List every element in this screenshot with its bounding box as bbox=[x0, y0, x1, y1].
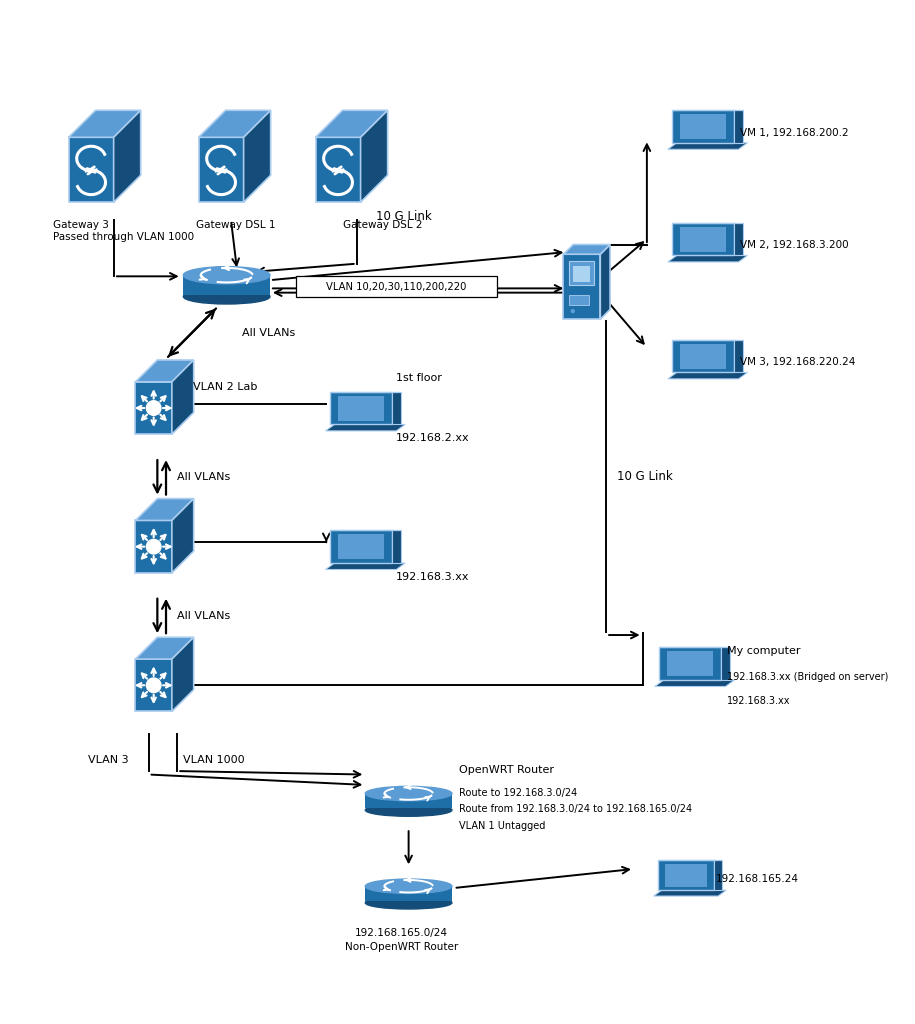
Text: 192.168.3.xx (Bridged on server): 192.168.3.xx (Bridged on server) bbox=[727, 672, 888, 682]
Polygon shape bbox=[573, 265, 590, 282]
Polygon shape bbox=[673, 110, 734, 143]
Ellipse shape bbox=[365, 804, 452, 816]
Polygon shape bbox=[673, 340, 734, 373]
Polygon shape bbox=[564, 254, 600, 319]
Polygon shape bbox=[172, 360, 194, 434]
Text: VM 2, 192.168.3.200: VM 2, 192.168.3.200 bbox=[739, 241, 848, 250]
Ellipse shape bbox=[365, 879, 452, 893]
Polygon shape bbox=[667, 651, 713, 676]
Polygon shape bbox=[655, 680, 735, 686]
Polygon shape bbox=[734, 110, 743, 143]
Polygon shape bbox=[135, 659, 172, 712]
Text: 192.168.2.xx: 192.168.2.xx bbox=[395, 433, 469, 443]
Polygon shape bbox=[668, 256, 748, 262]
Polygon shape bbox=[392, 391, 401, 424]
Polygon shape bbox=[69, 111, 141, 137]
Polygon shape bbox=[361, 111, 388, 202]
Polygon shape bbox=[564, 245, 610, 254]
Text: 192.168.3.xx: 192.168.3.xx bbox=[727, 696, 790, 706]
Text: VLAN 10,20,30,110,200,220: VLAN 10,20,30,110,200,220 bbox=[327, 282, 467, 292]
Text: 192.168.165.24: 192.168.165.24 bbox=[716, 874, 799, 885]
Ellipse shape bbox=[183, 266, 270, 284]
Text: Gateway DSL 2: Gateway DSL 2 bbox=[343, 220, 423, 230]
Polygon shape bbox=[330, 530, 392, 563]
Polygon shape bbox=[330, 391, 392, 424]
Text: VLAN 1 Untagged: VLAN 1 Untagged bbox=[458, 821, 545, 831]
Polygon shape bbox=[113, 111, 141, 202]
Polygon shape bbox=[680, 344, 727, 369]
Polygon shape bbox=[338, 535, 384, 559]
Polygon shape bbox=[653, 890, 727, 896]
Polygon shape bbox=[135, 637, 194, 659]
Text: OpenWRT Router: OpenWRT Router bbox=[458, 765, 554, 774]
Polygon shape bbox=[680, 115, 727, 139]
Polygon shape bbox=[569, 261, 594, 285]
Polygon shape bbox=[326, 563, 405, 569]
Polygon shape bbox=[600, 245, 610, 319]
Circle shape bbox=[571, 309, 575, 312]
Polygon shape bbox=[199, 111, 271, 137]
Polygon shape bbox=[668, 373, 748, 379]
Polygon shape bbox=[569, 295, 589, 304]
Polygon shape bbox=[665, 864, 706, 887]
Polygon shape bbox=[680, 227, 727, 252]
Polygon shape bbox=[734, 340, 743, 373]
Polygon shape bbox=[243, 111, 271, 202]
Polygon shape bbox=[172, 637, 194, 712]
Polygon shape bbox=[316, 137, 361, 202]
Text: VM 1, 192.168.200.2: VM 1, 192.168.200.2 bbox=[739, 128, 848, 137]
Polygon shape bbox=[135, 520, 172, 572]
Polygon shape bbox=[668, 143, 748, 150]
Polygon shape bbox=[199, 137, 243, 202]
Polygon shape bbox=[392, 530, 401, 563]
Text: All VLANs: All VLANs bbox=[178, 611, 231, 621]
Text: Route to 192.168.3.0/24: Route to 192.168.3.0/24 bbox=[458, 788, 577, 799]
Polygon shape bbox=[714, 860, 722, 890]
Polygon shape bbox=[673, 222, 734, 256]
Text: 192.168.3.xx: 192.168.3.xx bbox=[395, 572, 469, 582]
Text: All VLANs: All VLANs bbox=[242, 328, 296, 338]
Polygon shape bbox=[658, 860, 714, 890]
Text: VM 3, 192.168.220.24: VM 3, 192.168.220.24 bbox=[739, 357, 855, 368]
Text: VLAN 1000: VLAN 1000 bbox=[183, 755, 245, 765]
Polygon shape bbox=[338, 396, 384, 421]
Text: Gateway DSL 1: Gateway DSL 1 bbox=[196, 220, 275, 230]
Circle shape bbox=[146, 678, 161, 692]
Text: 1st floor: 1st floor bbox=[395, 373, 442, 383]
Text: My computer: My computer bbox=[727, 645, 800, 655]
Ellipse shape bbox=[183, 289, 270, 304]
Polygon shape bbox=[135, 382, 172, 434]
Polygon shape bbox=[734, 222, 743, 256]
Circle shape bbox=[146, 400, 161, 416]
Text: 192.168.165.0/24: 192.168.165.0/24 bbox=[355, 928, 448, 938]
Text: 10 G Link: 10 G Link bbox=[376, 211, 432, 223]
Circle shape bbox=[146, 540, 161, 554]
Text: Non-OpenWRT Router: Non-OpenWRT Router bbox=[345, 942, 458, 951]
Polygon shape bbox=[365, 794, 452, 809]
Ellipse shape bbox=[365, 786, 452, 801]
Polygon shape bbox=[316, 111, 388, 137]
Text: 10 G Link: 10 G Link bbox=[617, 470, 673, 483]
Polygon shape bbox=[135, 360, 194, 382]
Text: VLAN 2 Lab: VLAN 2 Lab bbox=[193, 382, 258, 392]
Polygon shape bbox=[721, 647, 730, 680]
Polygon shape bbox=[660, 647, 721, 680]
Text: Gateway 3
Passed through VLAN 1000: Gateway 3 Passed through VLAN 1000 bbox=[53, 220, 195, 242]
Polygon shape bbox=[172, 499, 194, 572]
Polygon shape bbox=[135, 499, 194, 520]
Polygon shape bbox=[69, 137, 113, 202]
Polygon shape bbox=[326, 424, 405, 431]
FancyBboxPatch shape bbox=[296, 276, 497, 297]
Ellipse shape bbox=[365, 897, 452, 909]
Text: VLAN 3: VLAN 3 bbox=[88, 755, 129, 765]
Text: All VLANs: All VLANs bbox=[178, 472, 231, 482]
Text: Route from 192.168.3.0/24 to 192.168.165.0/24: Route from 192.168.3.0/24 to 192.168.165… bbox=[458, 804, 692, 814]
Polygon shape bbox=[365, 886, 452, 901]
Polygon shape bbox=[183, 275, 270, 295]
